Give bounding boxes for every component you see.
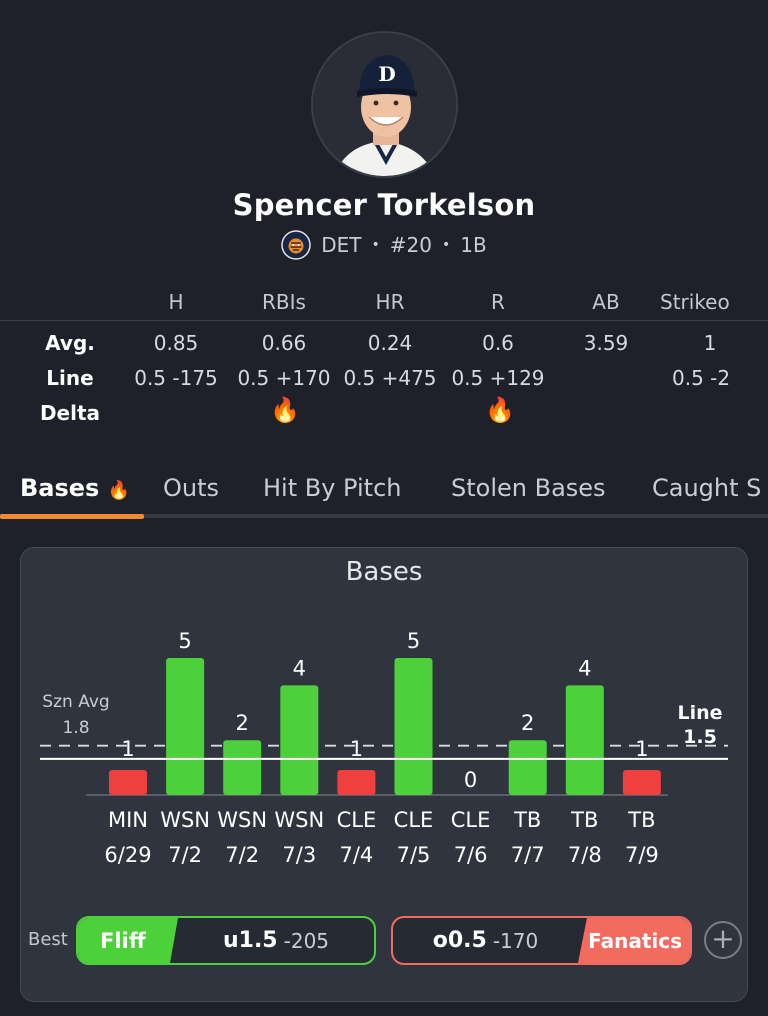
- avg-rbis: 0.66: [261, 331, 307, 355]
- avg-ab: 3.59: [583, 331, 629, 355]
- bar-value-label: 2: [521, 711, 534, 735]
- x-tick-date: 6/29: [104, 843, 151, 867]
- tab-label: Bases: [20, 474, 100, 502]
- bar: [223, 740, 262, 795]
- betting-line-label: Line: [677, 702, 722, 724]
- separator: •: [442, 237, 451, 253]
- x-tick-team: WSN: [274, 808, 324, 832]
- fire-icon: 🔥: [107, 480, 131, 501]
- bet-fliff-under[interactable]: Fliff u1.5 -205: [76, 916, 376, 965]
- row-label-line: Line: [46, 366, 94, 390]
- separator: •: [371, 237, 380, 253]
- x-tick-date: 7/3: [282, 843, 316, 867]
- tab-track: [0, 514, 768, 518]
- col-hr: HR: [375, 290, 405, 314]
- player-position: 1B: [460, 233, 487, 257]
- x-tick-team: CLE: [451, 808, 491, 832]
- betting-line-value: 1.5: [683, 726, 717, 748]
- bar: [337, 770, 376, 795]
- col-h: H: [168, 290, 184, 314]
- x-tick-date: 7/9: [625, 843, 659, 867]
- line-r: 0.5 +129: [451, 366, 545, 390]
- delta-r-fire-icon: 🔥: [485, 396, 515, 424]
- best-label: Best: [28, 929, 68, 950]
- player-meta: DET • #20 • 1B: [0, 230, 768, 260]
- x-tick-date: 7/6: [454, 843, 488, 867]
- x-tick-team: TB: [513, 808, 541, 832]
- bar-value-label: 1: [121, 737, 134, 761]
- x-tick-date: 7/8: [568, 843, 602, 867]
- bar: [508, 740, 547, 795]
- tab-hit-by-pitch[interactable]: Hit By Pitch: [263, 474, 402, 502]
- line-hr: 0.5 +475: [343, 366, 437, 390]
- bar-chart: Szn Avg 1.8 1 MIN 6/29 5 WSN 7/2 2 WSN 7/2 4 WSN 7/3 1…: [40, 629, 728, 867]
- col-ab: AB: [592, 290, 620, 314]
- chart-title: Bases: [345, 557, 423, 587]
- player-avatar: D: [311, 31, 458, 178]
- x-tick-team: MIN: [108, 808, 148, 832]
- bar: [166, 658, 205, 795]
- player-headshot-icon: D: [313, 33, 456, 176]
- col-strikeouts: Strikeo: [660, 290, 730, 314]
- avg-h: 0.85: [153, 331, 199, 355]
- bar: [109, 770, 147, 795]
- bar: [622, 770, 661, 795]
- bet-line: o0.5: [432, 928, 487, 953]
- bar-value-label: 5: [407, 629, 420, 653]
- bar-value-label: 1: [350, 737, 363, 761]
- bar-value-label: 4: [293, 656, 306, 680]
- col-r: R: [491, 290, 505, 314]
- bar-value-label: 0: [464, 768, 477, 792]
- bar: [565, 685, 604, 795]
- x-tick-team: WSN: [217, 808, 267, 832]
- tab-stolen-bases[interactable]: Stolen Bases: [451, 474, 606, 502]
- jersey-number: #20: [389, 233, 433, 257]
- row-label-avg: Avg.: [45, 331, 95, 355]
- bar: [394, 658, 433, 795]
- bet-odds: -170: [492, 928, 539, 953]
- line-strikeouts: 0.5 -2: [672, 366, 731, 390]
- avg-strikeouts: 1: [703, 331, 717, 355]
- x-tick-team: TB: [627, 808, 655, 832]
- line-h: 0.5 -175: [134, 366, 218, 390]
- player-name: Spencer Torkelson: [232, 188, 536, 222]
- bar-value-label: 5: [178, 629, 191, 653]
- delta-rbis-fire-icon: 🔥: [270, 396, 300, 424]
- bet-fanatics-over[interactable]: o0.5 -170 Fanatics: [391, 916, 692, 965]
- sportsbook-fanatics: Fanatics: [578, 918, 690, 963]
- svg-text:D: D: [378, 62, 395, 86]
- line-rbis: 0.5 +170: [237, 366, 331, 390]
- bar-value-label: 4: [578, 656, 591, 680]
- avg-r: 0.6: [482, 331, 514, 355]
- team-abbr: DET: [321, 233, 362, 257]
- tab-bases[interactable]: Bases 🔥: [20, 474, 130, 502]
- x-tick-team: CLE: [394, 808, 434, 832]
- x-tick-date: 7/4: [340, 843, 374, 867]
- bet-line: u1.5: [222, 928, 278, 953]
- season-avg-label: Szn Avg: [42, 692, 109, 712]
- col-rbis: RBIs: [262, 290, 306, 314]
- avg-hr: 0.24: [367, 331, 413, 355]
- tab-active-indicator: [0, 514, 144, 519]
- x-tick-date: 7/2: [225, 843, 259, 867]
- x-tick-date: 7/5: [397, 843, 431, 867]
- x-tick-date: 7/7: [511, 843, 545, 867]
- add-icon[interactable]: +: [704, 921, 742, 959]
- row-label-delta: Delta: [39, 401, 101, 425]
- x-tick-date: 7/2: [168, 843, 202, 867]
- season-avg-value: 1.8: [62, 718, 89, 738]
- x-tick-team: WSN: [160, 808, 210, 832]
- bar-value-label: 2: [236, 711, 249, 735]
- x-tick-team: CLE: [337, 808, 377, 832]
- bet-odds: -205: [283, 928, 330, 953]
- tab-outs[interactable]: Outs: [163, 474, 220, 502]
- sportsbook-fliff: Fliff: [78, 918, 178, 963]
- stats-divider: [0, 320, 768, 321]
- tigers-logo-icon: [281, 230, 312, 260]
- bar-value-label: 1: [635, 737, 648, 761]
- tab-caught-stealing[interactable]: Caught S: [652, 474, 762, 502]
- x-tick-team: TB: [570, 808, 598, 832]
- bar: [280, 685, 319, 795]
